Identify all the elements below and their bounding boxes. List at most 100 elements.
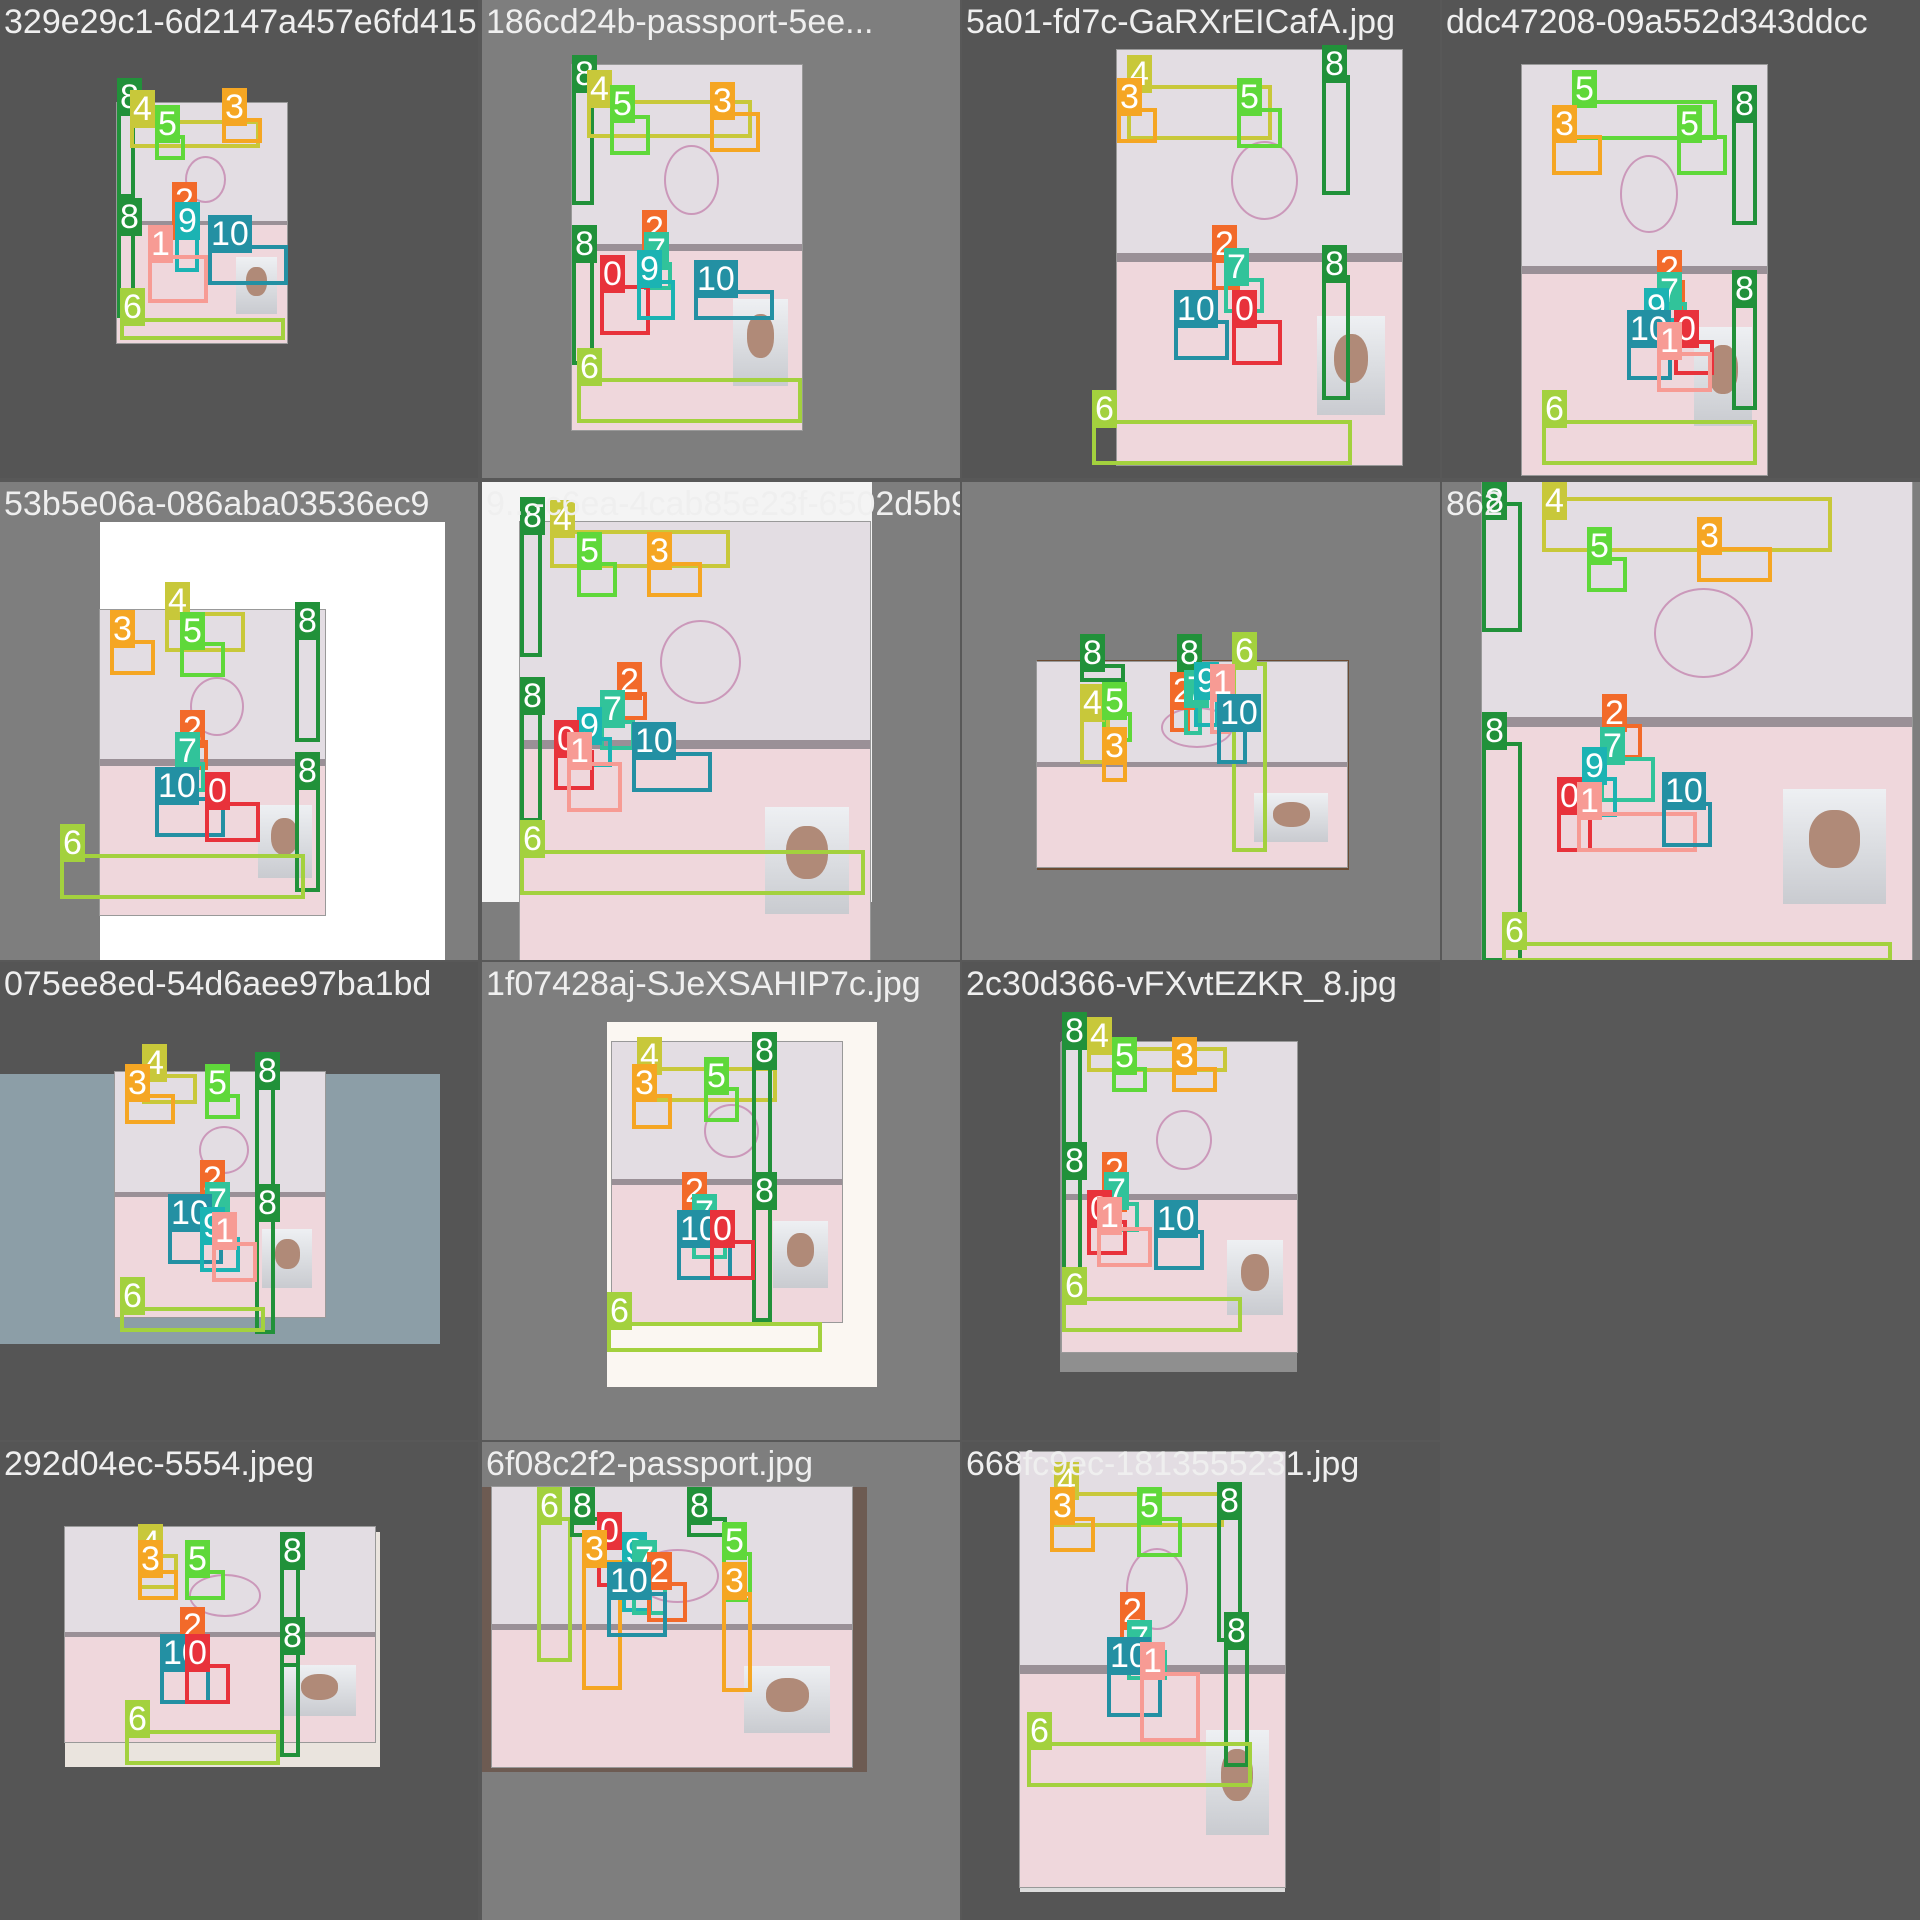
passport-fold	[1482, 717, 1912, 727]
bbox-label: 5	[1112, 1037, 1137, 1075]
bbox-label: 3	[1697, 517, 1722, 555]
bbox-label: 4	[550, 500, 575, 538]
bbox-class-1	[1097, 1227, 1152, 1267]
bbox-label: 3	[222, 88, 247, 126]
bbox-class-8	[1322, 75, 1350, 195]
passport-fold	[492, 1624, 852, 1630]
passport-stamp	[664, 145, 719, 215]
passport-image	[1522, 65, 1767, 475]
bbox-class-6	[60, 854, 305, 899]
tile-4: 53b5e06a-086aba03536ec9 4 3 5 8 8 2 7 10 0 6	[0, 482, 478, 960]
bbox-label: 9	[175, 202, 200, 240]
bbox-label: 8	[295, 752, 320, 790]
bbox-class-1	[1657, 352, 1712, 392]
bbox-class-1	[1140, 1672, 1200, 1742]
bbox-label: 8	[520, 497, 545, 535]
bbox-label: 5	[722, 1522, 747, 1560]
bbox-label: 7	[1224, 248, 1249, 286]
bbox-label: 8	[1080, 634, 1105, 672]
bbox-label: 8	[572, 225, 597, 263]
passport-stamp	[189, 1574, 262, 1617]
passport-photo	[744, 1666, 831, 1734]
bbox-label: 6	[537, 1487, 562, 1525]
bbox-label: 8	[1322, 245, 1347, 283]
bbox-label: 6	[607, 1292, 632, 1330]
bbox-label: 5	[205, 1064, 230, 1102]
bbox-class-8	[752, 1062, 772, 1182]
passport-photo	[1783, 789, 1887, 905]
passport-stamp	[1620, 155, 1678, 233]
passport-photo	[1226, 1240, 1283, 1315]
bbox-label: 3	[582, 1530, 607, 1568]
bbox-class-8	[280, 1647, 300, 1757]
bbox-label: 1	[567, 732, 592, 770]
bbox-label: 5	[577, 532, 602, 570]
bbox-label: 8	[1217, 1482, 1242, 1520]
bbox-label: 2	[1602, 694, 1627, 732]
passport-fold	[1062, 1193, 1297, 1201]
tile-11: 292d04ec-5554.jpeg4358821006	[0, 1442, 478, 1920]
bbox-label: 10	[1174, 290, 1218, 328]
bbox-label: 10	[1217, 694, 1261, 732]
passport-stamp	[190, 677, 244, 736]
bbox-label: 6	[577, 348, 602, 386]
tile-filename: 6f08c2f2-passport.jpg	[486, 1445, 813, 1483]
bbox-class-5	[1677, 135, 1727, 175]
passport-stamp	[1231, 141, 1298, 220]
passport-photo	[282, 1664, 357, 1717]
tile-filename: 075ee8ed-54d6aee97ba1bd	[4, 965, 432, 1003]
bbox-label: 1	[212, 1212, 237, 1250]
bbox-label: 10	[1662, 772, 1706, 810]
passport-fold	[1037, 762, 1347, 767]
bbox-label: 10	[155, 767, 199, 805]
bbox-label: 8	[1322, 45, 1347, 83]
passport-stamp	[1126, 1547, 1189, 1630]
bbox-class-8	[752, 1202, 772, 1322]
tile-12: 6f08c2f2-passport.jpg680397210853	[482, 1442, 960, 1920]
bbox-label: 3	[722, 1562, 747, 1600]
bbox-label: 5	[610, 85, 635, 123]
bbox-label: 8	[752, 1032, 777, 1070]
bbox-class-4	[587, 100, 752, 138]
bbox-label: 8	[295, 602, 320, 640]
bbox-class-6	[120, 318, 285, 340]
bbox-label: 8	[255, 1052, 280, 1090]
bbox-class-3	[647, 562, 702, 597]
bbox-label: 10	[607, 1562, 651, 1600]
bbox-class-8	[1732, 300, 1757, 410]
bbox-class-6	[120, 1307, 265, 1332]
bbox-label: 4	[130, 90, 155, 128]
bbox-class-6	[537, 1517, 572, 1662]
bbox-label: 5	[1587, 527, 1612, 565]
bbox-label: 8	[520, 677, 545, 715]
bbox-class-6	[607, 1322, 822, 1352]
tile-8: 075ee8ed-54d6aee97ba1bd435882710916	[0, 962, 478, 1440]
passport-fold	[65, 1632, 375, 1637]
bbox-class-6	[520, 850, 865, 895]
bbox-class-4	[165, 612, 245, 652]
bbox-label: 5	[704, 1057, 729, 1095]
bbox-label: 5	[1237, 78, 1262, 116]
tile-filename: 292d04ec-5554.jpeg	[4, 1445, 315, 1483]
tile-2: 5a01-fd7c-GaRXrEICafA.jpg 4 3 5 8 8 2 7 10 0 6	[962, 0, 1440, 478]
tile-filename: 9...-c6ea-4cab85e23f-6502d5b9.jpg	[486, 485, 960, 523]
bbox-class-6	[1502, 942, 1892, 960]
bbox-class-6	[125, 1730, 280, 1765]
bbox-label: 4	[1542, 482, 1567, 520]
bbox-label: 8	[280, 1532, 305, 1570]
bbox-class-3	[125, 1094, 175, 1124]
passport-stamp	[185, 155, 227, 203]
bbox-class-6	[1027, 1742, 1252, 1787]
passport-stamp	[704, 1103, 759, 1158]
bbox-label: 0	[205, 772, 230, 810]
passport-photo	[773, 1221, 829, 1289]
bbox-class-3	[1697, 547, 1772, 582]
bbox-label: 3	[110, 610, 135, 648]
bbox-label: 4	[587, 70, 612, 108]
bbox-label: 10	[208, 215, 252, 253]
bbox-class-3	[722, 1592, 752, 1692]
bbox-label: 8	[752, 1172, 777, 1210]
bbox-label: 6	[1502, 912, 1527, 950]
bbox-label: 3	[1117, 78, 1142, 116]
tile-filename: 329e29c1-6d2147a457e6fd4153d2913-fposter…	[4, 3, 478, 41]
